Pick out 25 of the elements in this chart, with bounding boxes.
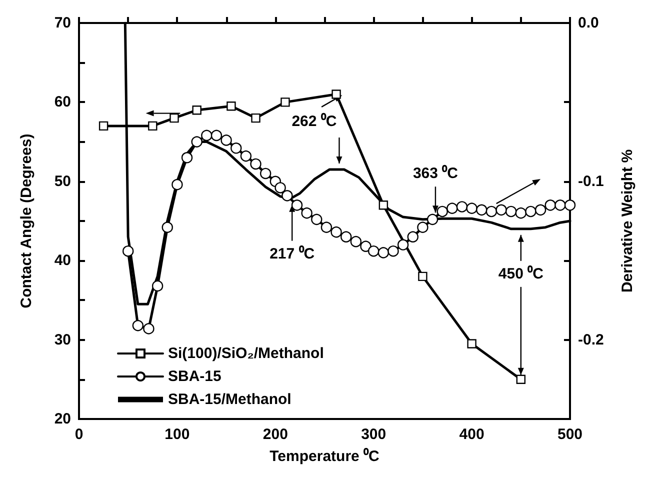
y2-tick-label: -0.1 [578,172,604,190]
y2-tick-label: 0.0 [578,14,599,32]
x-tick-label: 300 [361,426,386,443]
annotation: 363 ⁰C [412,164,458,182]
y-tick-label: 50 [54,172,71,190]
x-axis-title: Temperature ⁰C [270,447,380,465]
annotation: 217 ⁰C [270,244,315,262]
y-tick-label: 70 [54,14,71,32]
y-tick-label: 60 [54,94,71,111]
y2-tick-label: -0.2 [578,331,604,348]
annotation: 262 ⁰C [292,112,337,130]
x-tick-label: 200 [262,426,288,443]
annotation: 450 ⁰C [498,264,544,282]
legend-label: SBA-15 [168,368,222,385]
legend-label: SBA-15/Methanol [168,391,292,408]
x-tick-label: 100 [164,426,190,443]
x-tick-label: 0 [74,426,84,443]
y-tick-label: 20 [54,410,71,428]
x-tick-label: 500 [557,426,583,443]
y2-axis-title: Derivative Weight % [619,149,636,293]
y-tick-label: 30 [54,331,71,348]
x-tick-label: 400 [459,426,484,443]
y-tick-label: 40 [54,252,71,270]
legend-label: Si(100)/SiO₂/Methanol [168,345,324,362]
y-axis-title: Contact Angle (Degrees) [18,134,35,308]
